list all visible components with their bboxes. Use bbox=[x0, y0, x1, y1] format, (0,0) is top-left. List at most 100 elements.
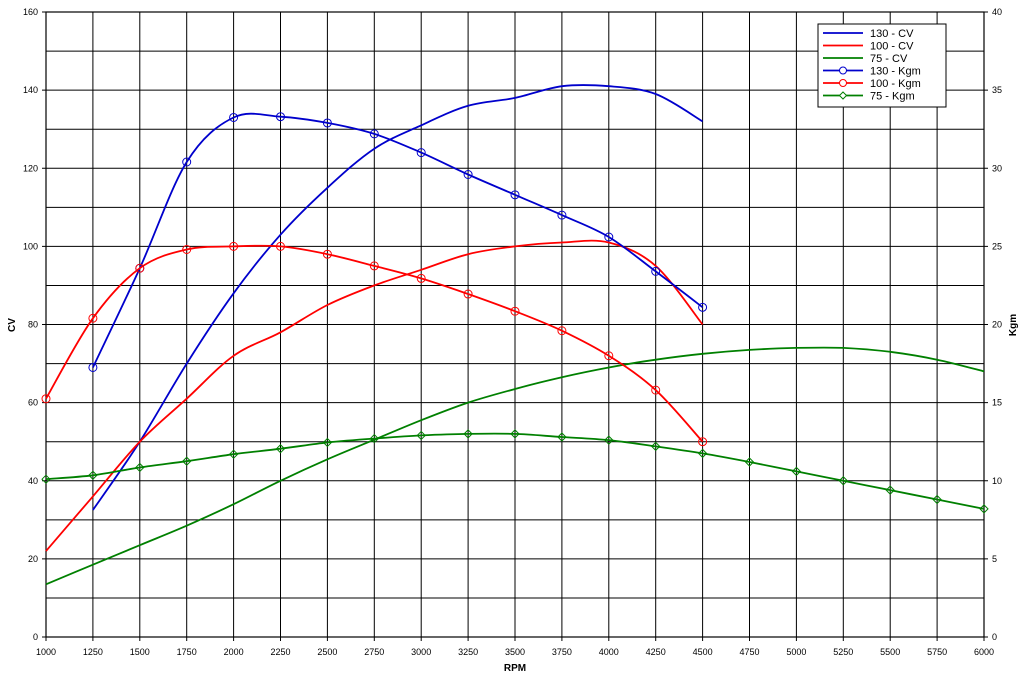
legend-marker-75-kgm bbox=[838, 91, 848, 100]
data-point-75-kgm bbox=[322, 437, 333, 448]
y-left-tick-label: 80 bbox=[28, 320, 38, 330]
series-line-100-kgm bbox=[45, 244, 704, 443]
legend-label-130-kgm: 130 - Kgm bbox=[870, 66, 921, 78]
data-point-100-kgm bbox=[369, 261, 379, 271]
data-point-130-kgm bbox=[229, 112, 239, 122]
series-line-75-cv bbox=[45, 346, 985, 586]
series-markers bbox=[41, 112, 989, 514]
x-tick-label: 3750 bbox=[552, 647, 572, 657]
series-line-100-cv bbox=[45, 239, 704, 552]
y-right-tick-label: 40 bbox=[992, 7, 1002, 17]
x-tick-label: 4500 bbox=[693, 647, 713, 657]
data-point-75-kgm bbox=[135, 462, 145, 473]
data-point-75-kgm bbox=[88, 470, 98, 480]
x-tick-label: 3500 bbox=[505, 647, 525, 657]
data-point-75-kgm bbox=[416, 430, 426, 441]
data-point-75-kgm bbox=[557, 432, 567, 442]
y-right-tick-label: 30 bbox=[992, 163, 1002, 173]
data-point-100-kgm bbox=[276, 241, 285, 251]
data-point-130-kgm bbox=[182, 157, 192, 167]
legend-label-100-kgm: 100 - Kgm bbox=[870, 78, 921, 90]
y-right-tick-label: 10 bbox=[992, 476, 1002, 486]
data-point-130-kgm bbox=[510, 190, 520, 200]
x-tick-label: 1000 bbox=[36, 647, 56, 657]
x-tick-label: 4750 bbox=[739, 647, 759, 657]
y-left-axis-ticks: 0 20 40 60 80 100 120 140 160 bbox=[23, 7, 46, 642]
data-point-75-kgm bbox=[650, 441, 661, 452]
x-axis-ticks: 1000 1250 1500 1750 2000 2250 2500 2750 3000 3250… bbox=[36, 637, 994, 657]
y-right-tick-label: 5 bbox=[992, 554, 997, 564]
x-tick-label: 5000 bbox=[786, 647, 806, 657]
data-point-100-kgm bbox=[698, 437, 708, 447]
data-point-130-kgm bbox=[557, 210, 567, 220]
data-point-75-kgm bbox=[510, 429, 520, 439]
data-point-75-kgm bbox=[697, 448, 708, 459]
data-point-130-kgm bbox=[463, 170, 473, 179]
x-tick-label: 4000 bbox=[599, 647, 619, 657]
x-tick-label: 4250 bbox=[646, 647, 666, 657]
data-point-75-kgm bbox=[463, 429, 473, 439]
data-point-130-kgm bbox=[604, 232, 614, 242]
data-point-130-kgm bbox=[369, 129, 379, 139]
data-point-75-kgm bbox=[181, 456, 192, 466]
series-line-75-kgm bbox=[45, 432, 985, 510]
data-point-75-kgm bbox=[838, 476, 849, 486]
data-point-130-kgm bbox=[276, 112, 285, 122]
x-tick-label: 2500 bbox=[317, 647, 337, 657]
y-left-tick-label: 140 bbox=[23, 85, 38, 95]
x-tick-label: 2000 bbox=[224, 647, 244, 657]
legend-marker-100-kgm bbox=[839, 79, 847, 87]
data-point-100-kgm bbox=[88, 313, 98, 323]
data-point-100-kgm bbox=[41, 394, 51, 404]
x-tick-label: 6000 bbox=[974, 647, 994, 657]
data-point-130-kgm bbox=[651, 266, 661, 276]
y-right-axis-ticks: 0 5 10 15 20 25 30 35 40 bbox=[984, 7, 1002, 642]
data-point-75-kgm bbox=[275, 444, 286, 454]
data-point-100-kgm bbox=[510, 306, 520, 316]
y-left-tick-label: 20 bbox=[28, 554, 38, 564]
data-point-100-kgm bbox=[135, 263, 145, 273]
data-point-75-kgm bbox=[979, 504, 989, 514]
data-point-130-kgm bbox=[88, 362, 98, 372]
series-lines bbox=[45, 84, 985, 586]
data-point-75-kgm bbox=[41, 474, 51, 484]
data-point-100-kgm bbox=[182, 245, 192, 254]
y-right-tick-label: 25 bbox=[992, 241, 1002, 251]
data-point-75-kgm bbox=[228, 449, 239, 459]
x-tick-label: 2750 bbox=[364, 647, 384, 657]
data-point-130-kgm bbox=[416, 148, 426, 158]
legend-label-100-cv: 100 - CV bbox=[870, 41, 914, 53]
x-tick-label: 1250 bbox=[83, 647, 103, 657]
x-tick-label: 3000 bbox=[411, 647, 431, 657]
y-left-tick-label: 120 bbox=[23, 163, 38, 173]
x-axis-title: RPM bbox=[504, 663, 526, 674]
legend-label-75-cv: 75 - CV bbox=[870, 53, 908, 65]
x-tick-label: 5500 bbox=[880, 647, 900, 657]
data-point-75-kgm bbox=[791, 466, 802, 477]
y-right-tick-label: 20 bbox=[992, 320, 1002, 330]
data-point-75-kgm bbox=[885, 485, 895, 495]
y-left-tick-label: 160 bbox=[23, 7, 38, 17]
data-point-75-kgm bbox=[369, 433, 380, 444]
data-point-100-kgm bbox=[557, 326, 567, 336]
data-point-130-kgm bbox=[698, 302, 708, 312]
y-left-tick-label: 40 bbox=[28, 476, 38, 486]
y-left-tick-label: 0 bbox=[33, 632, 38, 642]
legend-marker-130-kgm bbox=[839, 66, 847, 75]
x-tick-label: 2250 bbox=[270, 647, 290, 657]
data-point-130-kgm bbox=[322, 118, 332, 128]
legend-label-130-cv: 130 - CV bbox=[870, 28, 914, 40]
data-point-100-kgm bbox=[604, 351, 614, 361]
x-tick-label: 3250 bbox=[458, 647, 478, 657]
data-point-75-kgm bbox=[932, 494, 942, 505]
data-point-100-kgm bbox=[651, 385, 661, 395]
x-tick-label: 5250 bbox=[833, 647, 853, 657]
y-right-tick-label: 15 bbox=[992, 398, 1002, 408]
x-tick-label: 1750 bbox=[177, 647, 197, 657]
data-point-75-kgm bbox=[604, 435, 614, 445]
legend-label-75-kgm: 75 - Kgm bbox=[870, 91, 915, 103]
data-point-100-kgm bbox=[463, 289, 473, 299]
y-left-tick-label: 100 bbox=[23, 241, 38, 251]
